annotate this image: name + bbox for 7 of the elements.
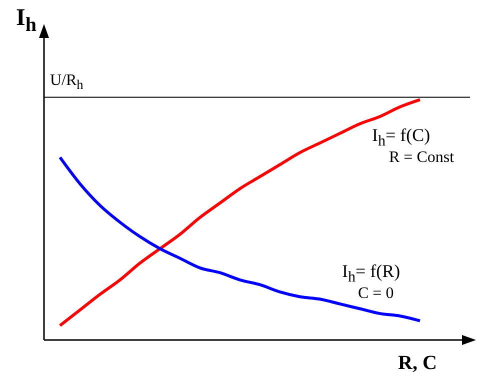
ref-line-label: U/R$_{h}$ <box>50 72 84 92</box>
x-axis-title: R, C <box>398 352 437 374</box>
annotation: R = Const <box>389 149 454 166</box>
y-axis-title: I$_{h}$ <box>16 5 36 36</box>
series-label: I$_{h}$= f(C) <box>372 125 430 150</box>
annotation: C = 0 <box>358 285 394 302</box>
series-label: I$_{h}$= f(R) <box>342 261 400 286</box>
